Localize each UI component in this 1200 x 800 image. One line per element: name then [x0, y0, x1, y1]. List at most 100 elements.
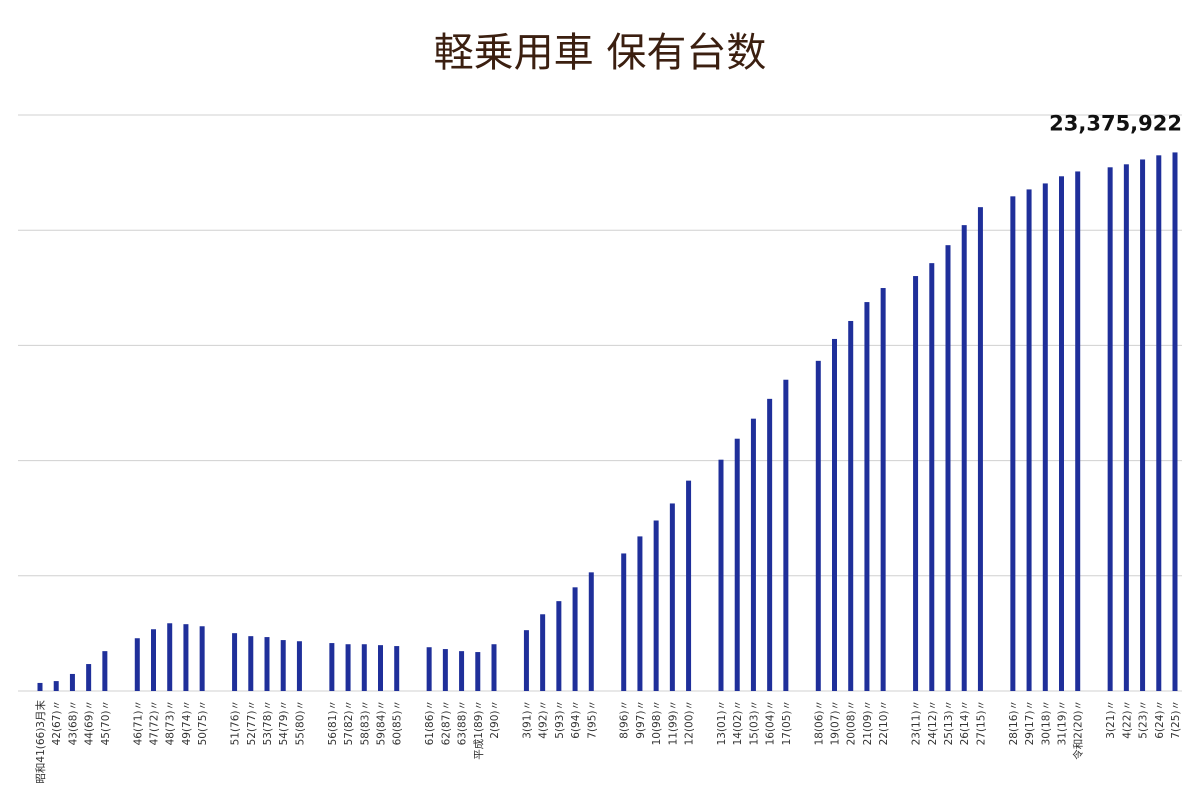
x-tick-label: 50(75)〃: [197, 700, 209, 745]
x-tick-label: 7(95)〃: [586, 700, 598, 739]
bar: [718, 459, 724, 691]
x-tick-label: 51(76)〃: [230, 700, 242, 745]
bar: [767, 398, 773, 691]
x-tick-label: 10(98)〃: [651, 700, 663, 745]
x-tick-label: 令和2(20)〃: [1072, 700, 1085, 760]
bar: [394, 646, 400, 691]
bar: [1010, 196, 1016, 691]
bar: [1156, 155, 1162, 691]
bar: [151, 629, 156, 691]
bar: [1026, 189, 1032, 692]
x-tick-label: 11(99)〃: [667, 700, 679, 745]
bar: [669, 503, 675, 691]
bar: [183, 624, 189, 691]
bar: [1042, 183, 1048, 691]
chart-title: 軽乗用車 保有台数: [434, 30, 767, 76]
bar: [134, 638, 140, 691]
bar: [280, 640, 286, 691]
x-tick-label: 56(81)〃: [327, 700, 339, 745]
x-tick-label: 14(02)〃: [732, 700, 744, 745]
x-tick-label: 60(85)〃: [392, 700, 404, 745]
x-tick-label: 15(03)〃: [748, 700, 760, 745]
bar: [929, 263, 935, 691]
bar: [1075, 171, 1081, 691]
x-tick-label: 7(25)〃: [1170, 700, 1182, 739]
bar: [248, 636, 254, 691]
bar: [1172, 152, 1178, 691]
x-tick-label: 61(86)〃: [424, 700, 436, 745]
x-tick-label: 49(74)〃: [181, 700, 193, 745]
bar: [1107, 167, 1113, 692]
x-tick-label: 48(73)〃: [165, 700, 177, 745]
bar: [1140, 159, 1146, 692]
bar: [572, 587, 578, 691]
bar: [296, 641, 302, 691]
x-tick-label: 16(04)〃: [765, 700, 777, 745]
bar: [475, 652, 481, 691]
x-tick-label: 22(10)〃: [878, 700, 890, 745]
bar: [653, 520, 659, 691]
x-tick-label: 4(92)〃: [538, 700, 550, 739]
x-tick-label: 17(05)〃: [781, 700, 793, 745]
x-tick-label: 54(79)〃: [278, 700, 290, 745]
bar: [734, 438, 740, 691]
bar: [880, 288, 886, 691]
bar: [1059, 176, 1064, 692]
x-tick-label: 昭和41(66)3月末: [34, 700, 47, 784]
bar: [264, 637, 270, 691]
bar: [540, 614, 546, 691]
bar: [232, 633, 238, 691]
bar: [1123, 164, 1129, 691]
x-tick-label: 29(17)〃: [1024, 700, 1036, 745]
x-tick-label: 58(83)〃: [359, 700, 371, 745]
bar: [961, 225, 967, 691]
x-tick-label: 19(07)〃: [830, 700, 842, 745]
bar: [491, 644, 497, 691]
bar: [345, 644, 351, 691]
x-tick-label: 平成1(89)〃: [473, 700, 485, 760]
x-tick-label: 62(87)〃: [440, 700, 452, 745]
x-tick-label: 30(18)〃: [1040, 700, 1052, 745]
data-label: 23,375,922: [1049, 111, 1182, 135]
bar: [378, 645, 383, 691]
bar: [637, 536, 643, 691]
bar: [442, 649, 448, 691]
bar: [848, 320, 854, 691]
bar: [167, 623, 173, 691]
x-tick-label: 18(06)〃: [813, 700, 825, 745]
bar: [832, 338, 837, 691]
bar: [783, 379, 789, 691]
bar: [86, 664, 92, 691]
x-tick-label: 5(93)〃: [554, 700, 566, 739]
x-tick-label: 2(90)〃: [489, 700, 501, 739]
x-tick-label: 53(78)〃: [262, 700, 274, 745]
bar: [329, 643, 335, 691]
bar: [53, 681, 59, 691]
bar: [977, 207, 983, 691]
x-tick-label: 55(80)〃: [294, 700, 306, 745]
bar: [361, 644, 367, 691]
bar: [588, 572, 594, 691]
x-tick-label: 21(09)〃: [862, 700, 874, 745]
x-tick-label: 45(70)〃: [100, 700, 112, 745]
x-tick-label: 8(96)〃: [619, 700, 631, 739]
x-tick-label: 59(84)〃: [376, 700, 388, 745]
bar: [102, 651, 108, 691]
x-tick-label: 5(23)〃: [1138, 700, 1150, 739]
bar: [621, 553, 627, 691]
bar: [750, 418, 756, 691]
x-tick-label: 43(68)〃: [67, 700, 79, 745]
bar: [556, 601, 562, 691]
x-tick-label: 3(91)〃: [521, 700, 533, 739]
bar: [815, 360, 821, 691]
bar: [459, 651, 465, 691]
x-tick-label: 6(24)〃: [1154, 700, 1166, 739]
bar: [523, 630, 529, 691]
x-tick-label: 20(08)〃: [846, 700, 858, 745]
bar: [686, 480, 692, 691]
x-tick-label: 26(14)〃: [959, 700, 971, 745]
x-tick-label: 46(71)〃: [132, 700, 144, 745]
bar: [945, 245, 951, 691]
x-tick-label: 9(97)〃: [635, 700, 647, 739]
x-tick-label: 47(72)〃: [149, 700, 161, 745]
